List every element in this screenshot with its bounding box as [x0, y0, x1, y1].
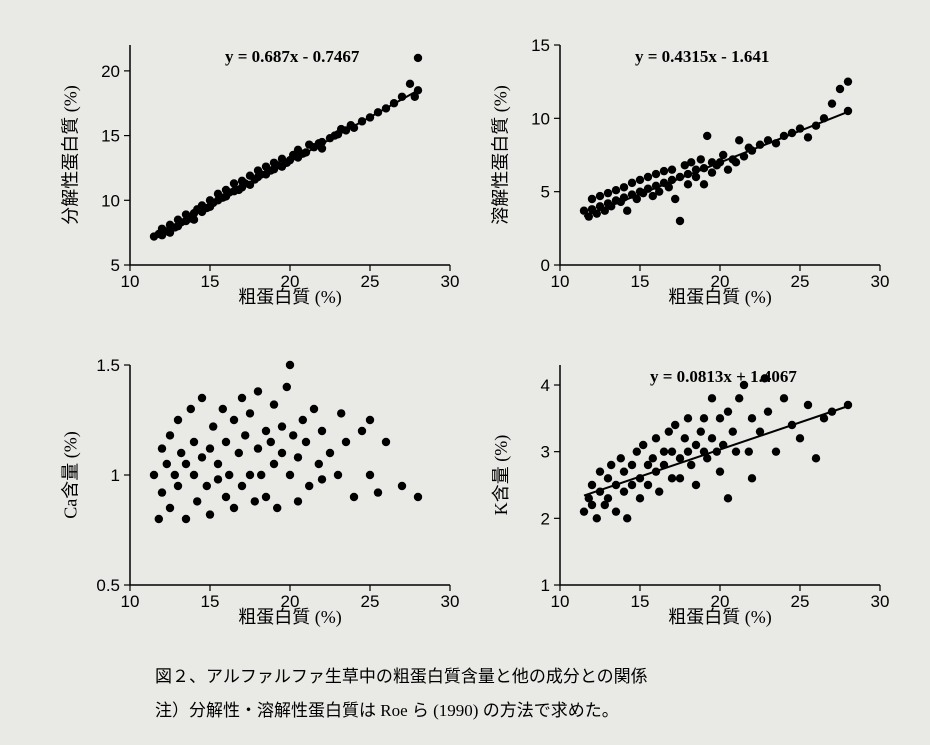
caption-line2: 注）分解性・溶解性蛋白質は Roe ら (1990) の方法で求めた。 — [155, 694, 895, 728]
svg-text:1: 1 — [111, 466, 120, 485]
xaxis-label: 粗蛋白質 (%) — [130, 603, 450, 629]
svg-text:2: 2 — [541, 509, 550, 528]
yaxis-label: 分解性蛋白質 (%) — [55, 35, 85, 275]
svg-text:1: 1 — [541, 576, 550, 595]
svg-text:0: 0 — [541, 256, 550, 275]
yaxis-label: Ca含量 (%) — [55, 355, 85, 595]
plot-area: 10152025301234 — [560, 365, 880, 585]
svg-text:0.5: 0.5 — [96, 576, 120, 595]
xaxis-label: 粗蛋白質 (%) — [560, 283, 880, 309]
yaxis-label: 溶解性蛋白質 (%) — [485, 35, 515, 275]
plot-area: 1015202530051015 — [560, 45, 880, 265]
svg-text:5: 5 — [541, 183, 550, 202]
svg-text:10: 10 — [531, 109, 550, 128]
svg-text:15: 15 — [101, 127, 120, 146]
yaxis-label: K含量 (%) — [485, 355, 515, 595]
svg-text:20: 20 — [101, 62, 120, 81]
svg-text:4: 4 — [541, 376, 550, 395]
xaxis-label: 粗蛋白質 (%) — [130, 283, 450, 309]
svg-text:5: 5 — [111, 256, 120, 275]
figure-grid: 分解性蛋白質 (%) y = 0.687x - 0.7467 101520253… — [55, 35, 915, 635]
plot-area: 10152025305101520 — [130, 45, 450, 265]
svg-text:3: 3 — [541, 443, 550, 462]
plot-area: 10152025300.511.5 — [130, 365, 450, 585]
figure-caption: 図２、アルファルファ生草中の粗蛋白質含量と他の成分との関係 注）分解性・溶解性蛋… — [155, 660, 895, 728]
svg-text:1.5: 1.5 — [96, 356, 120, 375]
panel-bottom-left: Ca含量 (%) 10152025300.511.5 粗蛋白質 (%) — [55, 355, 475, 635]
panel-bottom-right: K含量 (%) y = 0.0813x + 1.4067 10152025301… — [485, 355, 905, 635]
caption-line1: 図２、アルファルファ生草中の粗蛋白質含量と他の成分との関係 — [155, 660, 895, 694]
svg-text:10: 10 — [101, 191, 120, 210]
svg-text:15: 15 — [531, 36, 550, 55]
xaxis-label: 粗蛋白質 (%) — [560, 603, 880, 629]
panel-top-left: 分解性蛋白質 (%) y = 0.687x - 0.7467 101520253… — [55, 35, 475, 315]
panel-top-right: 溶解性蛋白質 (%) y = 0.4315x - 1.641 101520253… — [485, 35, 905, 315]
